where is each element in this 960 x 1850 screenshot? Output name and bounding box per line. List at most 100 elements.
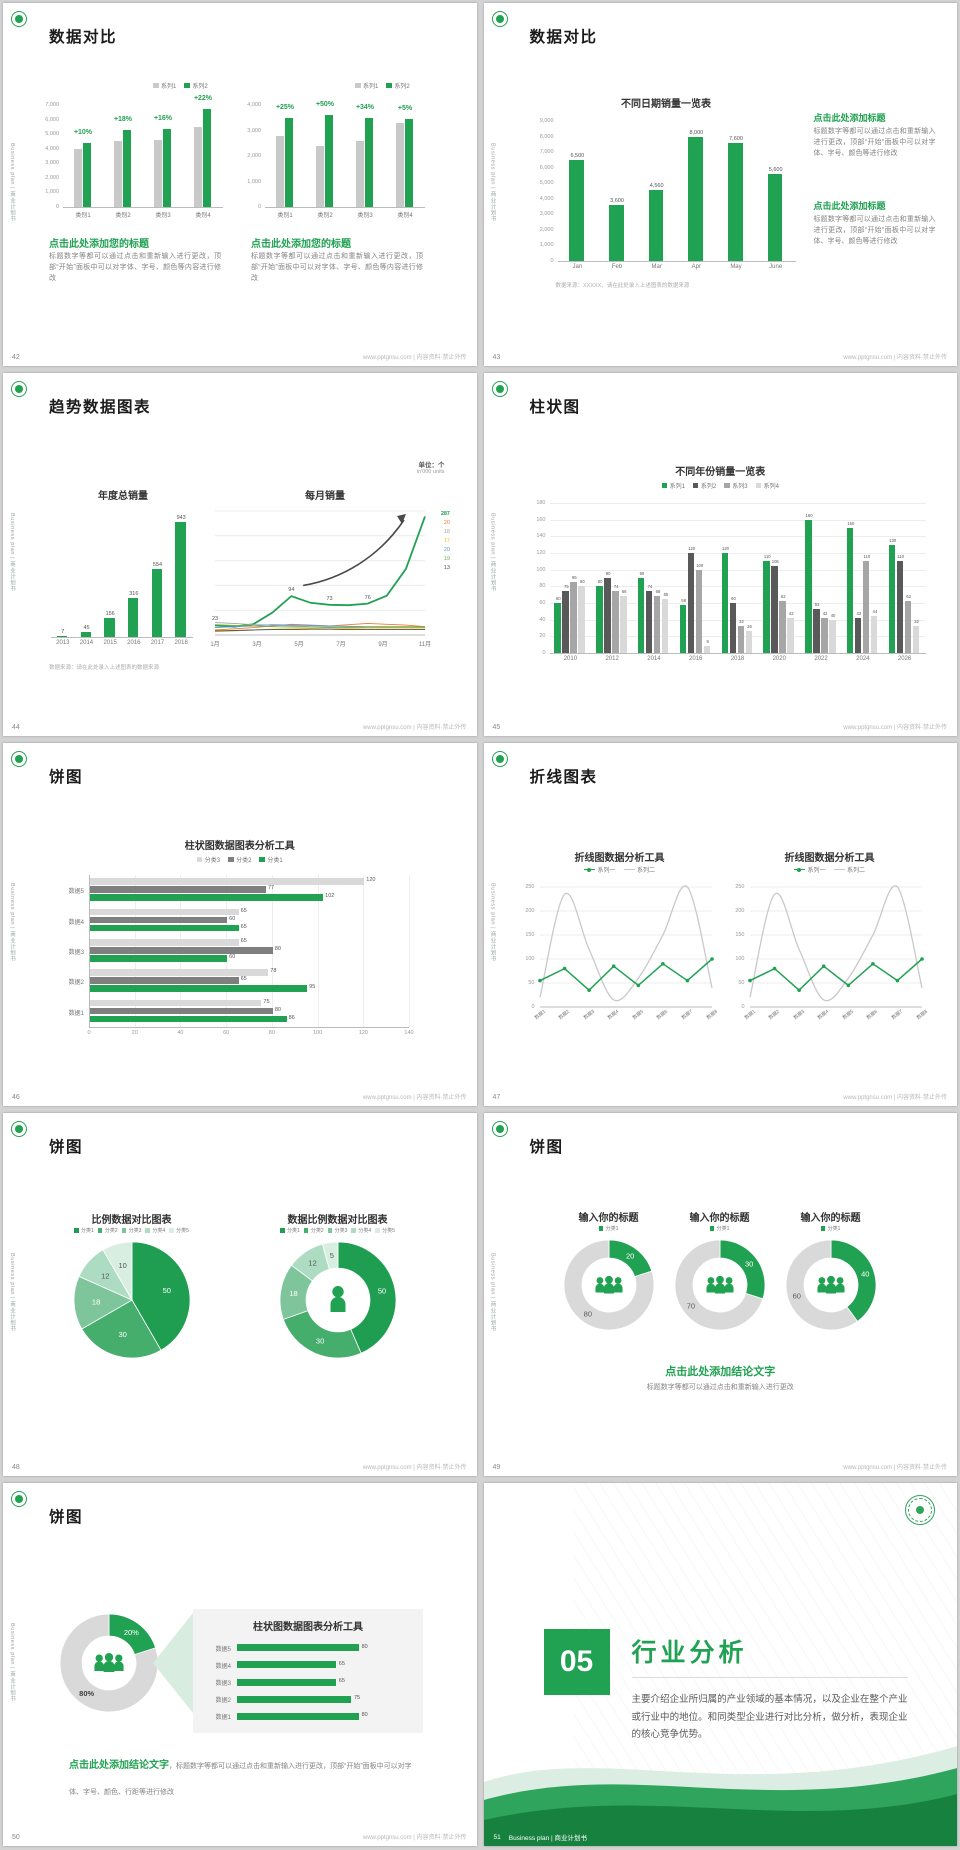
category-label: 数据4 (68, 919, 84, 926)
vertical-brand-label: Business plan | 商业计划书 (9, 1253, 15, 1332)
caption-heading: 点击此处添加您的标题 (251, 239, 351, 250)
slide-48-preview[interactable]: Business plan | 商业计划书 饼图 比例数据对比图表 分类1 分类2… (3, 1113, 477, 1476)
section-body: 主要介绍企业所归属的产业领域的基本情况，以及企业在整个产业或行业中的地位。和同类… (631, 1694, 908, 1741)
chart-legend: 系列1 系列2 (355, 81, 410, 90)
x-axis-tick: 140 (404, 1030, 414, 1036)
callout-triangle (153, 1613, 193, 1713)
y-axis-tick: 20 (539, 633, 546, 640)
legend-label: 分类5 (176, 1228, 189, 1234)
value-label: 156 (105, 610, 115, 617)
legend-item: 系列1 (153, 81, 176, 90)
bar (90, 955, 228, 962)
y-axis-tick: 5,000 (45, 131, 59, 138)
category-label: 2020 (772, 656, 786, 662)
y-axis-tick: 2,000 (247, 153, 261, 159)
x-axis-tick: 80 (268, 1030, 275, 1036)
bar (570, 582, 577, 653)
bar (653, 596, 661, 653)
slide-51-preview[interactable]: 05 行业分析 主要介绍企业所归属的产业领域的基本情况，以及企业在整个产业或行业… (483, 1483, 957, 1846)
legend-label: 分类2 (310, 1228, 324, 1234)
slide-45-preview[interactable]: Business plan | 商业计划书 柱状图 不同年份销量一览表 系列1 系… (483, 373, 957, 736)
y-axis-tick: 1,000 (247, 178, 261, 185)
bar (813, 608, 820, 653)
svg-text:20%: 20% (124, 1628, 139, 1637)
slide-50-preview[interactable]: Business plan | 商业计划书 饼图 20% 80% 柱状图数据图表分… (3, 1483, 477, 1846)
bar (763, 561, 770, 653)
x-axis (63, 207, 223, 208)
category-label: 2013 (56, 640, 70, 646)
svg-text:50: 50 (378, 1286, 386, 1295)
y-axis-tick: 0 (55, 204, 59, 210)
value-label: 120 (366, 877, 376, 884)
category-label: 类别1 (75, 213, 91, 219)
bar (745, 631, 752, 653)
slide-title: 饼图 (529, 1139, 564, 1156)
page-number: 43 (492, 354, 501, 361)
chart-legend: 分类3 分类2 分类1 (3, 855, 477, 864)
footer-watermark: www.pptgnsu.com | 内容资料·禁止外传 (843, 1465, 947, 1471)
seal-dot-icon (916, 1506, 924, 1514)
value-label: 75 (263, 998, 270, 1005)
x-axis-label: 1月 (210, 642, 220, 648)
legend-item: 系列4 (755, 481, 779, 490)
slide-46-preview[interactable]: Business plan | 商业计划书 饼图 柱状图数据图表分析工具 分类3… (3, 743, 477, 1106)
grid-line (549, 569, 926, 571)
slide-44-preview[interactable]: Business plan | 商业计划书 趋势数据图表 单位：个 in'000… (3, 373, 477, 736)
x-axis-label: 7月 (336, 642, 346, 648)
donut-chart: 50 30 18 12 5 (279, 1241, 397, 1359)
value-label: 65 (663, 591, 669, 597)
y-axis-tick: 250 (525, 884, 535, 890)
grid-line (549, 536, 926, 538)
caption-heading: 点击此处添加标题 (813, 201, 886, 211)
slide-footer: 51 Business plan | 商业计划书 (494, 1832, 588, 1843)
bar (90, 878, 365, 885)
slide-43-preview[interactable]: Business plan | 商业计划书 数据对比 不同日期销量一览表 9,0… (483, 3, 957, 366)
value-label: 9 (706, 638, 709, 644)
slide-47-preview[interactable]: Business plan | 商业计划书 折线图表 折线图数据分析工具 系列一… (483, 743, 957, 1106)
y-axis-tick: 140 (536, 533, 546, 540)
conclusion-heading: 点击此处添加结论文字 (665, 1366, 776, 1378)
value-label: 110 (763, 554, 771, 560)
category-label: 2017 (150, 640, 165, 646)
x-axis-tick: 100 (312, 1030, 323, 1036)
category-label: Feb (611, 264, 623, 270)
category-label: 2024 (856, 656, 870, 662)
value-label: 80 (361, 1643, 368, 1650)
category-label: 2012 (605, 656, 619, 662)
slide-49-preview[interactable]: Business plan | 商业计划书 饼图 输入你的标题 输入你的标题 输… (483, 1113, 957, 1476)
y-axis-tick: 150 (525, 932, 535, 938)
slide-42-preview[interactable]: Business plan | 商业计划书 数据对比 系列1 系列2 系列1 系列2… (3, 3, 477, 366)
x-axis-label: 3月 (252, 642, 262, 648)
value-label: 45 (83, 624, 90, 631)
value-label: 80 (597, 579, 603, 585)
y-axis-tick: 50 (738, 980, 745, 986)
bar (123, 129, 131, 207)
y-axis-tick: 4,000 (45, 145, 59, 152)
category-label: 2018 (730, 656, 745, 662)
slide-title: 柱状图 (529, 399, 581, 416)
bar (90, 947, 273, 954)
category-label: 类别3 (357, 213, 373, 219)
bar (862, 561, 870, 653)
legend-dot (587, 867, 592, 872)
value-label: 110 (863, 554, 871, 560)
legend-item: 分类4 (145, 1227, 165, 1234)
y-axis-tick: 180 (536, 500, 546, 506)
y-axis-tick: 0 (257, 204, 261, 210)
value-label: 150 (847, 521, 855, 526)
value-label: 316 (129, 591, 139, 598)
legend-item: 分类2 (303, 1227, 324, 1234)
chart-title: 数据比例数据对比图表 (287, 1215, 388, 1226)
category-label: 2015 (103, 640, 117, 646)
legend-item: 系列2 (386, 81, 410, 90)
chart-title: 折线图数据分析工具 (574, 853, 665, 864)
bar (194, 126, 202, 207)
x-axis-tick: 20 (131, 1030, 138, 1036)
legend-label: 系列二 (637, 868, 656, 874)
panel-title: 柱状图数据图表分析工具 (253, 1622, 363, 1633)
legend-label: 分类4 (152, 1228, 166, 1234)
svg-text:40: 40 (861, 1269, 869, 1278)
source-note: 数据来源：请在此处录入上述图表的数据来源 (49, 665, 160, 671)
y-axis-tick: 7,000 (539, 149, 554, 156)
series-end-label: 13 (443, 565, 450, 571)
